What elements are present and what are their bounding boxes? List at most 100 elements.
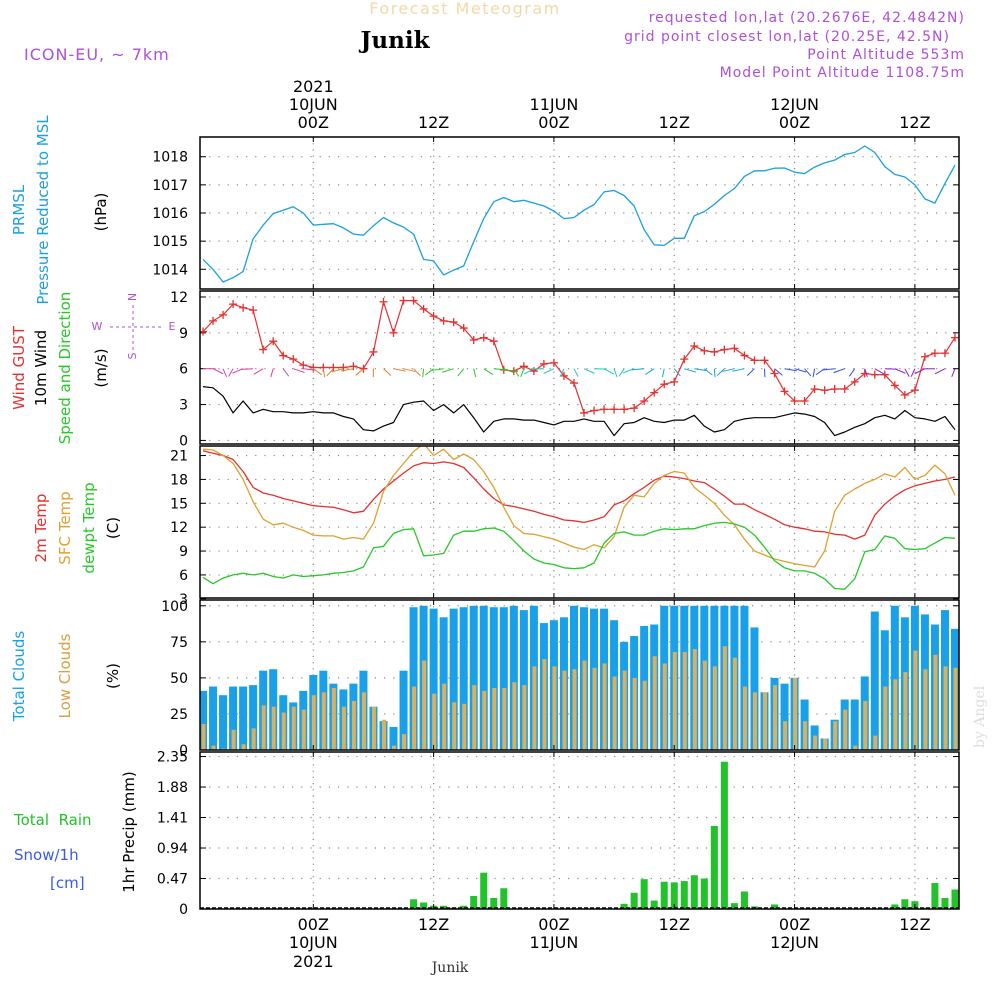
low-cloud-bar	[732, 657, 737, 750]
gust-marker	[600, 405, 609, 414]
low-cloud-bar	[442, 683, 447, 750]
bottom-time-label: 00Z	[298, 915, 329, 934]
low-cloud-bar	[281, 712, 286, 750]
gust-marker	[760, 356, 769, 365]
plot-area-temp	[202, 446, 956, 590]
y-tick-label: 12	[170, 290, 188, 306]
pressure-labels: PRMSL Pressure Reduced to MSL (hPa)	[10, 115, 110, 305]
temp-label-2m: 2m Temp	[32, 494, 50, 563]
rain-bar	[740, 891, 748, 909]
y-tick-label: 1.88	[157, 780, 188, 796]
wind-direction-arrow	[393, 368, 406, 372]
y-tick-label: 18	[170, 472, 188, 488]
low-cloud-bar	[201, 724, 206, 750]
wind-direction-arrow	[422, 368, 425, 378]
total-cloud-bar	[469, 605, 478, 750]
y-tick-label: 6	[179, 568, 188, 584]
wind-direction-arrow	[645, 368, 655, 376]
wind-direction-arrow	[383, 368, 392, 376]
temp-label-unit: (C)	[104, 517, 122, 539]
footer-location: Junik	[430, 960, 469, 976]
gust-marker	[590, 406, 599, 415]
low-cloud-bar	[241, 744, 246, 750]
wind-direction-arrow	[431, 368, 444, 371]
low-cloud-bar	[311, 695, 316, 750]
rain-bar	[700, 878, 708, 909]
wind-direction-arrow	[774, 368, 783, 376]
wind-direction-arrow	[722, 368, 735, 372]
precip-label-unit: 1hr Precip (mm)	[120, 771, 138, 892]
rain-bar	[931, 883, 939, 909]
gust-line	[202, 300, 956, 414]
low-cloud-bar	[402, 734, 407, 750]
low-cloud-bar	[692, 649, 697, 750]
model-label: ICON-EU, ~ 7km	[24, 45, 170, 64]
total-cloud-bar	[249, 685, 258, 750]
wind-direction-arrow	[822, 368, 835, 371]
panel-clouds: 0 25 50 75 100	[161, 599, 960, 759]
wind-direction-arrow	[282, 368, 290, 377]
wind-direction-arrow	[746, 368, 755, 376]
wind-direction-arrow	[240, 368, 254, 370]
low-cloud-bar	[572, 669, 577, 750]
panel-frame	[199, 599, 960, 751]
y-tick-label: 2.35	[157, 750, 188, 766]
wind-direction-arrow	[322, 368, 326, 378]
wind-direction-arrow	[403, 368, 416, 373]
gust-marker	[730, 344, 739, 353]
panel-temp: 3 6 9 12 15 18 21	[170, 445, 960, 608]
rain-bar	[720, 761, 728, 909]
gust-marker	[279, 351, 288, 360]
pressure-label-prmsl: PRMSL	[10, 184, 28, 235]
gust-marker	[680, 355, 689, 364]
gust-marker	[660, 380, 669, 389]
gust-marker	[880, 370, 889, 379]
low-cloud-bar	[682, 651, 687, 750]
low-cloud-bar	[853, 745, 858, 750]
wind-direction-arrow	[618, 368, 625, 377]
gust-marker	[249, 306, 258, 315]
low-cloud-bar	[843, 709, 848, 750]
low-cloud-bar	[943, 666, 948, 750]
gust-marker	[930, 349, 939, 358]
wind-direction-arrow	[673, 368, 681, 377]
panel-frame	[199, 751, 960, 910]
bottom-time-label: 00Z	[538, 915, 569, 934]
low-cloud-bar	[371, 706, 376, 750]
gust-marker	[369, 347, 378, 356]
gust-marker	[750, 356, 759, 365]
rain-bar	[410, 899, 418, 909]
gust-marker	[239, 303, 248, 312]
total-cloud-bar	[429, 608, 438, 750]
low-cloud-bar	[702, 660, 707, 750]
low-cloud-bar	[462, 703, 467, 750]
gust-marker	[489, 337, 498, 346]
bottom-time-label: 2021	[293, 952, 334, 971]
temp-label-sfc: SFC Temp	[56, 491, 74, 564]
wind-compass: N S W E	[92, 293, 176, 360]
rain-bar	[660, 881, 668, 909]
low-cloud-bar	[823, 738, 828, 750]
rain-bar	[891, 904, 899, 909]
gust-marker	[740, 351, 749, 360]
wind-labels: Wind GUST 10m Wind Speed and Direction (…	[10, 292, 110, 445]
temp-label-dewpt: dewpt Temp	[80, 482, 98, 573]
y-tick-label: 3	[179, 398, 188, 414]
pressure-label-desc: Pressure Reduced to MSL	[34, 115, 52, 305]
wind-direction-arrow	[833, 368, 845, 374]
wind-direction-arrow	[713, 368, 716, 378]
compass-s: S	[126, 352, 139, 359]
gust-marker	[620, 405, 629, 414]
low-cloud-bar	[742, 686, 747, 750]
wind-direction-arrow	[473, 368, 477, 378]
y-tick-label: 100	[161, 599, 188, 615]
wind-direction-arrow	[583, 368, 595, 374]
wind-direction-arrow	[331, 368, 344, 373]
gust-marker	[539, 359, 548, 368]
rain-bar	[951, 889, 959, 909]
wind-direction-arrow	[573, 368, 579, 377]
temp-sfc-line	[202, 446, 956, 568]
wind-direction-arrow	[951, 368, 956, 377]
